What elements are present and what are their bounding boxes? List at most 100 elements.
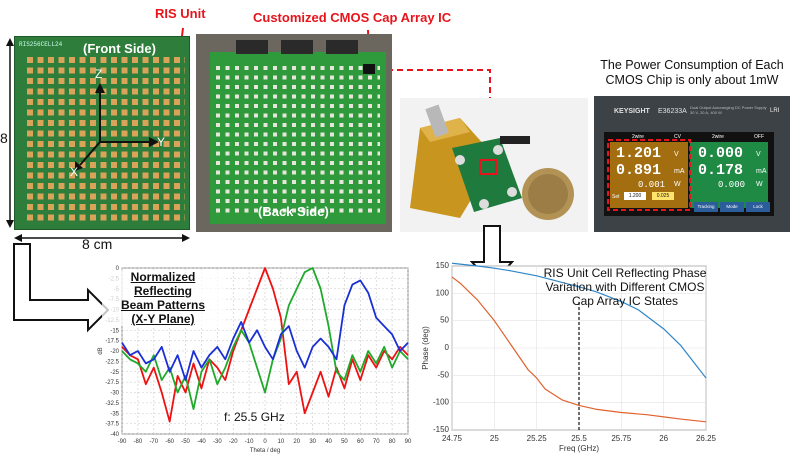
psu-description: Dual Output Autoranging DC Power Supply … [690,105,767,115]
x-tick-label: 26.25 [696,434,717,443]
power-consumption-title: The Power Consumption of Each CMOS Chip … [588,58,796,88]
y-tick-label: -25 [110,370,119,376]
ris-unit-label: RIS Unit [155,6,206,21]
beam-chart-title: Normalized Reflecting Beam Patterns (X-Y… [102,270,224,326]
ch2-unit-ma: mA [756,168,767,175]
x-tick-label: -30 [213,439,222,445]
ch1-voltage: 1.201 [616,145,662,162]
ch1-set-voltage: 1.200 [624,192,646,200]
phase-variation-chart: 24.75 25 25.25 25.5 25.75 26 26.25 150 100 50 0 -50… [421,262,717,453]
y-tick-label: -100 [433,398,450,407]
x-tick-label: 26 [659,434,668,443]
power-supply-photo: KEYSIGHT E36233A Dual Output Autoranging… [594,96,790,232]
y-tick-label: 0 [445,343,450,352]
bent-arrow-icon [13,243,110,333]
axis-x-label: X [70,165,79,179]
x-tick-label: 0 [263,439,267,445]
ch1-set-label: Set [612,194,620,200]
beam-title-line-1: Normalized Reflecting [130,270,196,298]
x-axis-label: Freq (GHz) [559,444,599,453]
ch2-unit-w: W [756,181,763,188]
y-tick-label: -30 [110,391,119,397]
series-line-1 [451,262,707,379]
x-tick-label: 24.75 [442,434,463,443]
x-tick-label: 25.25 [527,434,548,443]
x-tick-label: 90 [405,439,412,445]
psu-brand: KEYSIGHT [614,108,650,115]
ch1-mode: CV [674,134,681,140]
beam-freq-note: f: 25.5 GHz [222,410,287,424]
y-tick-label: 0 [116,266,120,272]
psu-model: E36233A [658,108,687,115]
x-tick-label: 70 [373,439,380,445]
phase-title-line-2: Variation with Different CMOS [545,280,705,294]
board-code: RIS256CELL24 [19,41,63,48]
y-tick-label: -15 [110,328,119,334]
power-supply-frame [594,96,790,232]
ris-front-pattern [27,57,185,225]
dimension-width: 8 cm [82,236,113,252]
axis-z-label: Z [95,67,103,81]
psu-lock-key[interactable]: Lock [746,202,770,212]
x-tick-label: 50 [341,439,348,445]
dimension-arrows [6,38,190,242]
power-title-line-2: CMOS Chip is only about 1mW [605,73,779,87]
ch1-power: 0.001 [638,180,666,190]
dimension-height: 8 [0,130,8,146]
ch2-state: OFF [754,134,764,140]
phase-chart-title: RIS Unit Cell Reflecting Phase Variation… [520,266,730,308]
ch1-unit-ma: mA [674,168,685,175]
y-tick-label: -32.5 [105,401,119,407]
beam-pattern-chart: -90 -80 -70 -60 -50 -40 -30 -20 -10 0 10 20 30 40 50 60… [98,266,412,454]
x-tick-label: -10 [245,439,254,445]
y-tick-label: -35 [110,411,119,417]
x-tick-label: 30 [309,439,316,445]
y-tick-label: -150 [433,425,450,434]
ch1-unit-v: V [674,151,679,158]
x-tick-label: -20 [229,439,238,445]
ris-front-board: RIS256CELL24 (Front Side) Z Y X [14,36,190,230]
test-fixture-photo [400,98,588,232]
phase-title-line-1: RIS Unit Cell Reflecting Phase [543,266,707,280]
ris-back-photo: (Back Side) [196,34,392,232]
x-tick-label: -80 [134,439,143,445]
beam-title-line-2: Beam Patterns [120,298,206,312]
x-tick-label: 25 [490,434,499,443]
psu-mode-key[interactable]: Mode [720,202,744,212]
front-side-label: (Front Side) [83,41,156,56]
ch2-power: 0.000 [718,180,746,190]
phase-title-line-3: Cap Array IC States [571,294,679,308]
ris-back-board [196,34,392,232]
y-tick-label: 50 [440,316,449,325]
psu-desc-line-2: 30 V, 20 A, 400 W [690,110,722,115]
series-line-3 [121,279,409,381]
x-tick-label: -50 [181,439,190,445]
ch2-wire-label: 2wire [712,134,724,140]
ch2-unit-v: V [756,151,761,158]
ch1-current: 0.891 [616,162,662,179]
series-line-1 [121,267,409,423]
ch2-current: 0.178 [698,162,744,179]
ch1-unit-w: W [674,181,681,188]
test-fixture-drawing [400,98,588,232]
ch2-voltage: 0.000 [698,145,744,162]
y-tick-label: -50 [437,370,449,379]
x-tick-label: 10 [278,439,285,445]
y-tick-label: -17.5 [105,339,119,345]
y-axis-label: Phase (deg) [421,326,430,370]
x-tick-label: -60 [165,439,174,445]
x-axis-label: Theta / deg [250,448,280,454]
y-tick-label: -20 [110,349,119,355]
power-title-line-1: The Power Consumption of Each [600,58,784,72]
x-tick-label: -40 [197,439,206,445]
x-tick-label: 25.75 [611,434,632,443]
back-side-label: (Back Side) [258,204,329,219]
x-tick-label: -90 [118,439,127,445]
series-line-2 [121,267,409,411]
x-tick-label: 40 [325,439,332,445]
ch1-set-current: 0.025 [652,192,674,200]
y-tick-label: -27.5 [105,380,119,386]
x-tick-label: -70 [149,439,158,445]
axis-y-label: Y [157,135,166,149]
psu-tracking-key[interactable]: Tracking [694,202,718,212]
